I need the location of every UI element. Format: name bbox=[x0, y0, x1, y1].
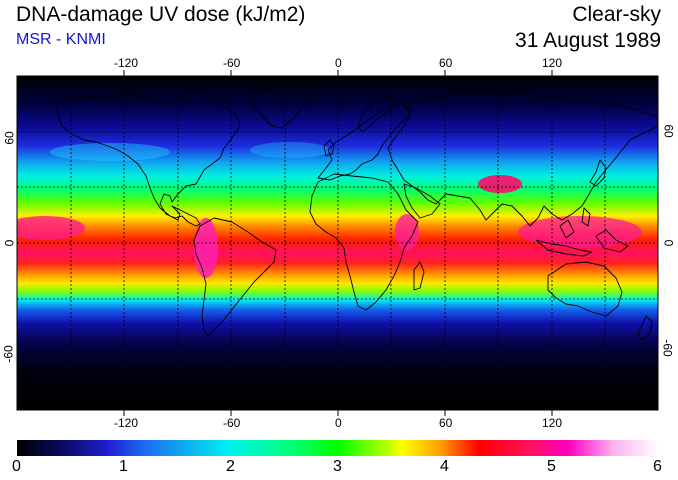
coast-new-zealand bbox=[637, 315, 653, 341]
coast-north-america bbox=[55, 93, 241, 227]
coast-greenland bbox=[249, 81, 315, 129]
lon-tick-bottom-60: 60 bbox=[439, 416, 453, 430]
hotspot-andes bbox=[194, 218, 218, 278]
colorbar-label-5: 5 bbox=[547, 458, 556, 475]
lon-tick-marks bbox=[123, 70, 553, 416]
colorbar-label-3: 3 bbox=[333, 458, 342, 475]
colorbar-label-4: 4 bbox=[440, 458, 449, 475]
hotspot-indonesia bbox=[518, 216, 642, 248]
lon-tick-bottom-0: 0 bbox=[335, 416, 342, 430]
lon-tick-bottom-120: 120 bbox=[542, 416, 563, 430]
date-label: 31 August 1989 bbox=[515, 29, 661, 52]
lat-tick-right-minus60: -60 bbox=[660, 339, 675, 357]
colorbar-label-1: 1 bbox=[119, 458, 128, 475]
hotspot-east-africa bbox=[395, 214, 419, 250]
coast-british-isles bbox=[323, 139, 335, 157]
coast-africa bbox=[309, 173, 419, 311]
lat-tick-left-0: 0 bbox=[2, 239, 17, 247]
lon-tick-bottom-minus60: -60 bbox=[223, 416, 241, 430]
coast-philippines bbox=[581, 207, 591, 227]
sky-condition-label: Clear-sky bbox=[572, 3, 661, 26]
cloud-north-pacific bbox=[50, 143, 170, 161]
colorbar-label-2: 2 bbox=[226, 458, 235, 475]
coast-south-america bbox=[193, 217, 277, 337]
coast-australia bbox=[547, 261, 623, 317]
lon-tick-top-0: 0 bbox=[335, 56, 342, 70]
colorbar-label-0: 0 bbox=[12, 458, 21, 475]
colorbar-label-6: 6 bbox=[653, 458, 662, 475]
hotspot-tibet bbox=[478, 175, 522, 193]
hotspot-pacific-west bbox=[17, 216, 85, 240]
graticule bbox=[17, 76, 658, 410]
source-label: MSR - KNMI bbox=[16, 31, 106, 48]
lat-tick-right-60: 60 bbox=[661, 124, 676, 138]
lon-tick-top-minus120: -120 bbox=[114, 56, 139, 70]
map-title: DNA-damage UV dose (kJ/m2) bbox=[16, 3, 306, 26]
coast-japan bbox=[589, 159, 607, 187]
colorbar bbox=[17, 440, 658, 456]
coast-asia bbox=[387, 91, 659, 227]
coastlines bbox=[16, 81, 659, 403]
lat-tick-right-0: 0 bbox=[661, 239, 676, 247]
lon-tick-top-minus60: -60 bbox=[223, 56, 241, 70]
lon-tick-bottom-minus120: -120 bbox=[114, 416, 139, 430]
coast-indonesia bbox=[535, 219, 629, 257]
lat-tick-left-60: 60 bbox=[2, 131, 17, 145]
coast-europe bbox=[317, 103, 413, 181]
coast-scandinavia bbox=[357, 97, 397, 133]
coast-madagascar bbox=[413, 261, 425, 291]
lon-tick-top-60: 60 bbox=[439, 56, 453, 70]
coast-antarctica bbox=[16, 395, 659, 403]
coast-arabia bbox=[403, 183, 441, 219]
lon-tick-top-120: 120 bbox=[542, 56, 563, 70]
lat-tick-left-minus60: -60 bbox=[1, 345, 16, 363]
cloud-north-atlantic bbox=[250, 142, 330, 158]
